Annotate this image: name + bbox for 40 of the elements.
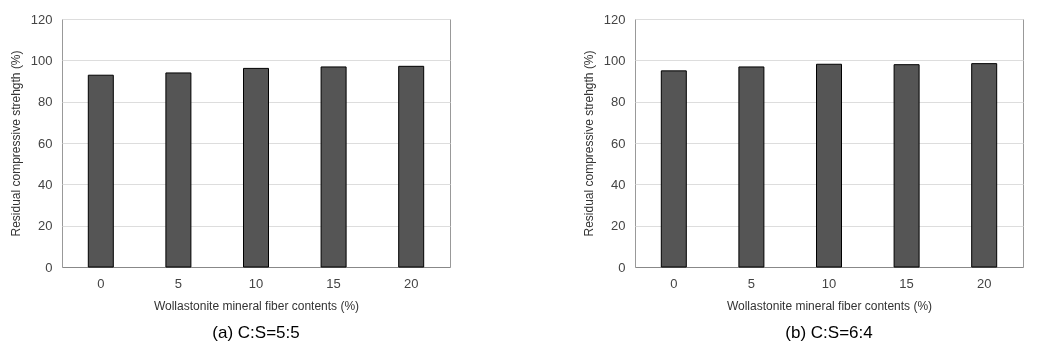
- x-tick-label: 0: [670, 275, 678, 291]
- text: (a) C:S=5:5: [212, 323, 300, 342]
- x-tick-label: 20: [976, 275, 992, 291]
- bar: [971, 63, 998, 268]
- y-axis-title: Residual compressive strehgth (%): [581, 50, 596, 237]
- y-tick-label: 40: [611, 176, 626, 192]
- y-tick-label: 20: [611, 218, 626, 234]
- y-tick-label: 80: [38, 94, 53, 110]
- x-tick-label: 10: [248, 275, 264, 291]
- bar: [398, 65, 425, 268]
- x-tick-label: 0: [97, 275, 105, 291]
- y-tick-label: 120: [603, 11, 626, 27]
- x-tick-label: 20: [403, 275, 419, 291]
- x-axis-title: Wollastonite mineral fiber contents (%): [153, 298, 360, 313]
- x-tick-label: 10: [821, 275, 837, 291]
- y-tick-label: 60: [611, 135, 626, 151]
- y-axis-title: Residual compressive strehgth (%): [8, 50, 23, 237]
- bar: [660, 70, 687, 268]
- bar: [320, 66, 347, 268]
- y-tick-label: 100: [30, 52, 53, 68]
- y-tick-label: 20: [38, 218, 53, 234]
- x-tick-label: 15: [326, 275, 341, 291]
- x-axis-title: Wollastonite mineral fiber contents (%): [726, 298, 933, 313]
- x-tick-label: 5: [747, 275, 756, 291]
- y-tick-label: 40: [38, 176, 53, 192]
- x-tick-label: 15: [899, 275, 914, 291]
- bar: [87, 74, 114, 268]
- bar: [816, 63, 842, 268]
- bar: [738, 66, 765, 268]
- y-tick-label: 100: [603, 52, 626, 68]
- y-tick-label: 0: [618, 259, 626, 275]
- y-tick-label: 120: [30, 11, 53, 27]
- bar: [243, 67, 269, 268]
- bar: [893, 64, 920, 268]
- text: (b) C:S=6:4: [785, 323, 873, 342]
- x-tick-label: 5: [174, 275, 183, 291]
- y-tick-label: 0: [45, 259, 53, 275]
- y-tick-label: 80: [611, 94, 626, 110]
- y-tick-label: 60: [38, 135, 53, 151]
- bar: [165, 72, 192, 268]
